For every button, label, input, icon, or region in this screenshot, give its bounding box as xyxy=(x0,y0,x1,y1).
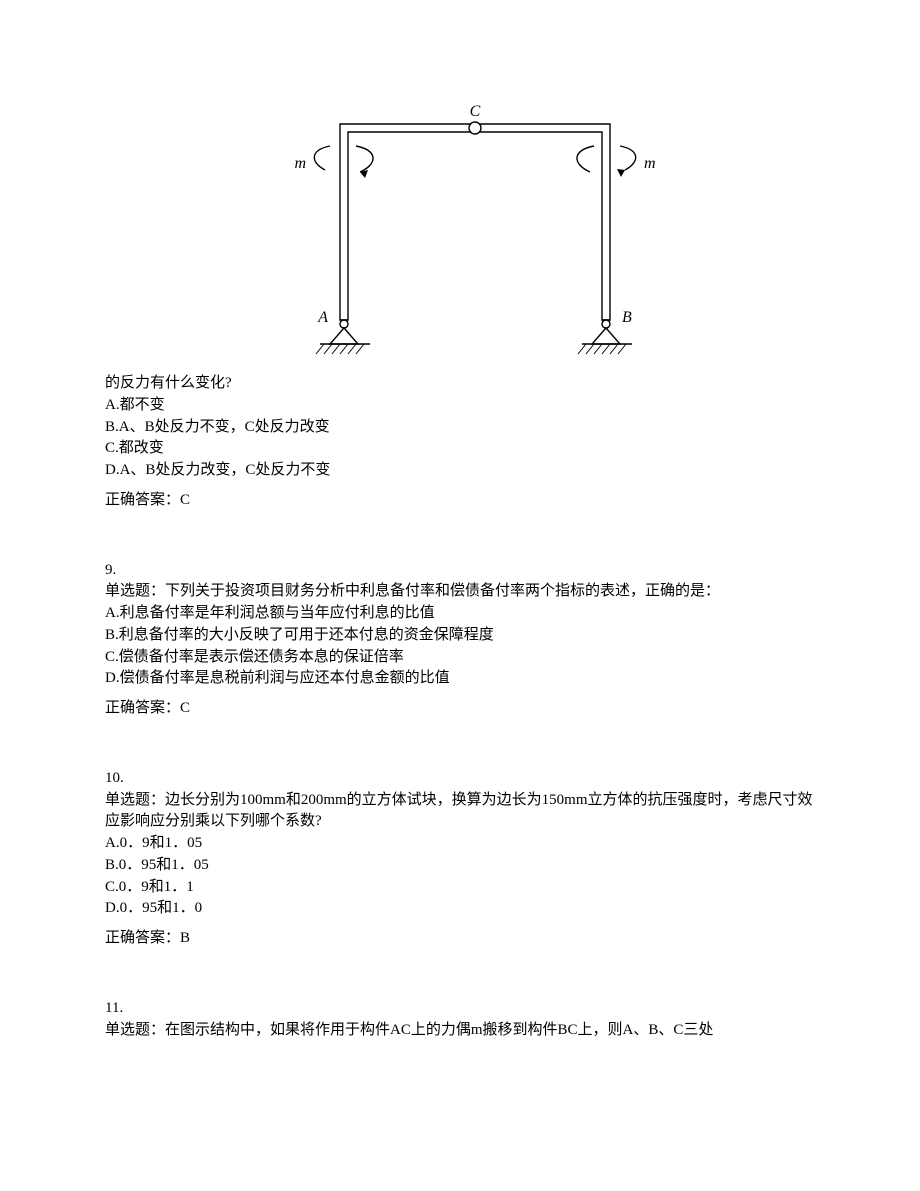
label-c: C xyxy=(470,103,481,120)
q8-stem-tail: 的反力有什么变化? xyxy=(105,373,815,395)
q11-stem: 单选题：在图示结构中，如果将作用于构件AC上的力偶m搬移到构件BC上，则A、B、… xyxy=(105,1020,815,1042)
label-b: B xyxy=(622,309,632,326)
q9-option-d: D.偿债备付率是息税前利润与应还本付息金额的比值 xyxy=(105,668,815,690)
q10-option-d: D.0．95和1．0 xyxy=(105,898,815,920)
q9-answer: 正确答案：C xyxy=(105,698,815,720)
q8-option-b: B.A、B处反力不变，C处反力改变 xyxy=(105,417,815,439)
q8-answer: 正确答案：C xyxy=(105,490,815,512)
q9-number: 9. xyxy=(105,560,815,582)
frame-diagram: C m m A xyxy=(105,100,815,365)
q9-option-a: A.利息备付率是年利润总额与当年应付利息的比值 xyxy=(105,603,815,625)
q8-option-c: C.都改变 xyxy=(105,438,815,460)
q9-option-b: B.利息备付率的大小反映了可用于还本付息的资金保障程度 xyxy=(105,625,815,647)
q10-option-a: A.0．9和1．05 xyxy=(105,833,815,855)
q11-number: 11. xyxy=(105,998,815,1020)
q10-number: 10. xyxy=(105,768,815,790)
q8-option-d: D.A、B处反力改变，C处反力不变 xyxy=(105,460,815,482)
q10-option-c: C.0．9和1．1 xyxy=(105,877,815,899)
q10-option-b: B.0．95和1．05 xyxy=(105,855,815,877)
q10-answer: 正确答案：B xyxy=(105,928,815,950)
q9-option-c: C.偿债备付率是表示偿还债务本息的保证倍率 xyxy=(105,647,815,669)
label-a: A xyxy=(317,309,328,326)
label-m-left: m xyxy=(294,155,306,172)
q8-option-a: A.都不变 xyxy=(105,395,815,417)
q9-stem: 单选题：下列关于投资项目财务分析中利息备付率和偿债备付率两个指标的表述，正确的是… xyxy=(105,581,815,603)
q10-stem: 单选题：边长分别为100mm和200mm的立方体试块，换算为边长为150mm立方… xyxy=(105,790,815,834)
label-m-right: m xyxy=(644,155,656,172)
